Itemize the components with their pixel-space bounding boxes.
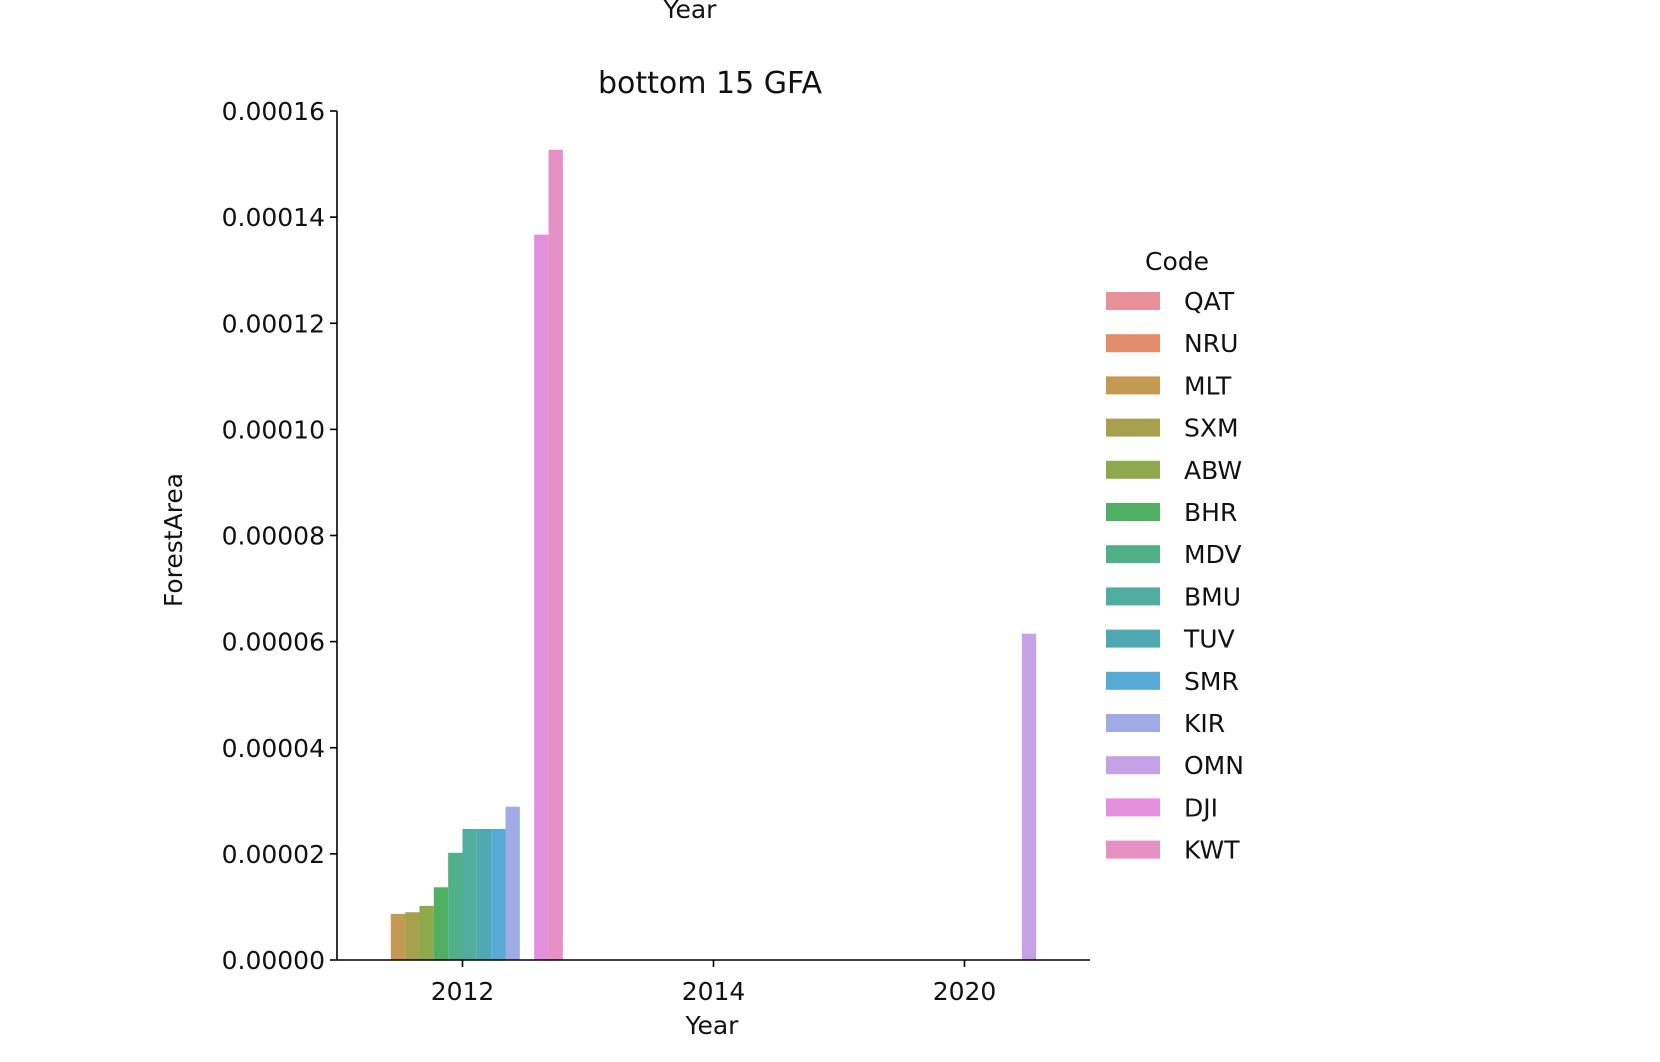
y-tick-label: 0.00008 [222,522,325,551]
bar-mlt-2012 [390,913,406,960]
legend-label-mdv: MDV [1184,540,1241,569]
legend-label-bmu: BMU [1184,582,1241,611]
y-tick-label: 0.00006 [222,628,325,657]
bar-smr-2012 [491,828,506,960]
x-tick-label: 2014 [682,977,746,1006]
bars-group [390,149,1037,961]
legend-swatch-tuv [1106,629,1160,648]
legend-swatch-mlt [1106,376,1160,395]
legend-title: Code [1145,247,1209,276]
y-tick-label: 0.00002 [222,840,325,869]
y-axis: 0.00000 0.00002 0.00004 0.00006 0.00008 0.000… [222,97,338,975]
bar-omn-2020 [1021,633,1037,960]
legend: Code QAT NRU MLT SXM ABW BHR MDV BMU TUV SMR KIR OM… [1106,247,1244,865]
x-axis-title: Year [685,1011,740,1040]
legend-label-nru: NRU [1184,329,1238,358]
legend-swatch-abw [1106,460,1160,479]
y-tick-label: 0.00000 [222,946,325,975]
bar-sxm-2012 [405,912,420,960]
legend-label-smr: SMR [1184,667,1239,696]
legend-label-sxm: SXM [1184,414,1239,443]
bar-kwt-2012 [548,149,563,961]
bar-bmu-2012 [462,828,477,960]
x-axis: 2012 2014 2020 [337,959,1090,1006]
chart-title: bottom 15 GFA [598,66,822,101]
legend-swatch-smr [1106,671,1160,690]
legend-swatch-bmu [1106,587,1160,606]
legend-swatch-qat [1106,292,1160,310]
legend-swatch-omn [1106,756,1160,775]
legend-swatch-bhr [1106,503,1160,521]
legend-label-omn: OMN [1184,751,1244,780]
y-tick-label: 0.00004 [222,734,325,763]
legend-swatch-dji [1106,798,1160,817]
y-tick-label: 0.00010 [222,415,325,444]
legend-label-tuv: TUV [1183,625,1235,654]
legend-label-mlt: MLT [1184,371,1232,400]
bar-abw-2012 [419,905,434,960]
legend-label-qat: QAT [1184,287,1235,316]
y-tick-label: 0.00012 [222,309,325,338]
y-tick-label: 0.00014 [222,203,325,232]
legend-label-kwt: KWT [1184,836,1240,865]
legend-swatch-kwt [1106,840,1160,859]
y-tick-label: 0.00016 [222,97,325,126]
legend-label-bhr: BHR [1184,498,1237,527]
legend-swatch-nru [1106,334,1160,353]
legend-label-abw: ABW [1184,456,1242,485]
bar-bhr-2012 [433,887,449,960]
y-axis-title: ForestArea [159,473,188,607]
legend-swatch-mdv [1106,545,1160,564]
top-cut-axis-label: Year [663,0,718,24]
x-tick-label: 2020 [933,977,997,1006]
legend-swatch-sxm [1106,418,1160,437]
bar-kir-2012 [505,806,520,960]
legend-label-dji: DJI [1184,793,1218,822]
legend-label-kir: KIR [1184,709,1225,738]
x-tick-label: 2012 [431,977,495,1006]
bar-tuv-2012 [476,828,492,960]
legend-swatch-kir [1106,714,1160,732]
bar-mdv-2012 [448,852,463,960]
bar-dji-2012 [534,234,549,960]
